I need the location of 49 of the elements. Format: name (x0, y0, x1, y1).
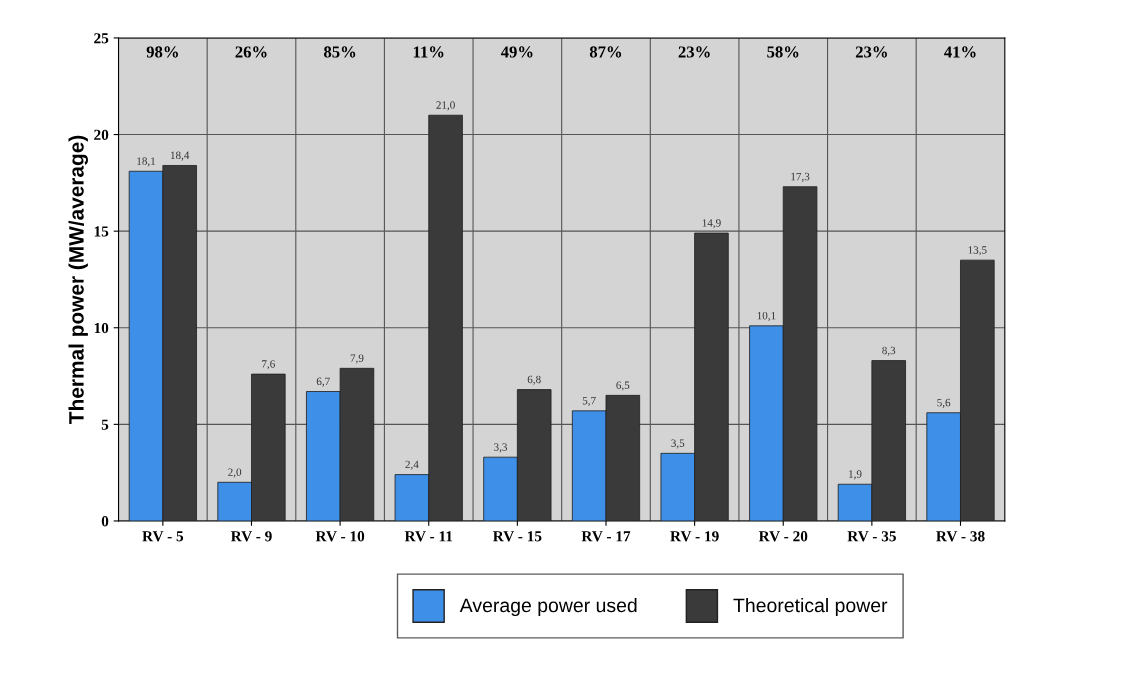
data-label: 2,4 (405, 460, 419, 470)
data-label: 5,7 (582, 397, 596, 406)
data-label: 8,3 (882, 346, 896, 356)
data-label: 6,8 (527, 375, 541, 385)
x-tick-label: RV - 19 (670, 531, 719, 542)
data-label: 17,3 (791, 172, 810, 182)
data-label: 18,4 (170, 151, 190, 161)
data-label: 14,9 (702, 219, 721, 229)
legend-label: Theoretical power (733, 597, 888, 617)
y-tick-label: 5 (101, 419, 109, 430)
annotation: 41% (944, 46, 976, 58)
x-tick-label: RV - 15 (492, 531, 542, 542)
x-tick-label: RV - 10 (315, 531, 365, 542)
data-label: 7,6 (262, 360, 275, 370)
x-tick-label: RV - 38 (936, 531, 985, 542)
data-label: 1,9 (849, 470, 862, 480)
data-label: 6,5 (616, 381, 630, 391)
x-tick-label: RV - 11 (404, 531, 453, 542)
annotation: 49% (500, 46, 533, 58)
annotation: 98% (146, 46, 178, 58)
data-label: 10,1 (757, 311, 776, 321)
data-label: 3,3 (494, 443, 508, 453)
annotation: 26% (235, 46, 267, 58)
x-tick-label: RV - 5 (142, 531, 184, 542)
y-axis-title: Thermal power (MW/average) (68, 135, 88, 424)
legend-label: Average power used (459, 597, 637, 617)
y-tick-label: 25 (94, 33, 109, 44)
data-label: 2,0 (228, 468, 242, 478)
y-tick-label: 10 (94, 322, 109, 334)
data-label: 21,0 (436, 101, 455, 111)
annotation: 11% (413, 46, 444, 58)
y-tick-label: 0 (101, 516, 109, 527)
x-tick-label: RV - 35 (847, 531, 896, 542)
annotation: 58% (767, 46, 799, 58)
data-label: 7,9 (350, 354, 364, 364)
x-tick-label: RV - 17 (581, 531, 631, 542)
x-tick-label: RV - 20 (758, 531, 808, 542)
data-label: 13,5 (968, 246, 987, 256)
annotation: 23% (678, 46, 710, 58)
data-label: 6,7 (316, 377, 330, 387)
y-tick-label: 20 (94, 129, 109, 140)
annotation: 85% (324, 46, 356, 58)
annotation: 23% (855, 46, 887, 58)
x-tick-label: RV - 9 (230, 531, 272, 542)
annotation: 87% (589, 46, 622, 58)
data-label: 3,5 (671, 439, 685, 449)
data-label: 5,6 (937, 398, 951, 408)
y-tick-label: 15 (94, 226, 109, 237)
data-label: 18,1 (137, 157, 156, 167)
